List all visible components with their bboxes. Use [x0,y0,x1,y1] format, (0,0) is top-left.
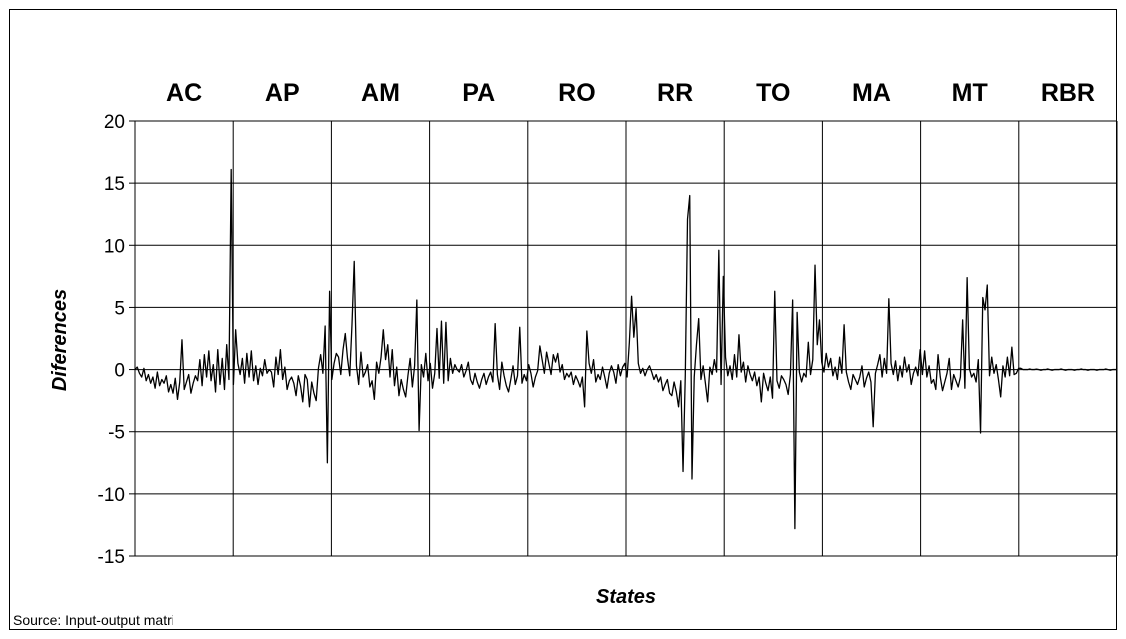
state-label-am: AM [361,79,400,107]
y-tick-label: 20 [104,112,125,133]
y-axis-ticks: 20 15 10 5 0 -5 -10 -15 [98,112,135,568]
state-label-ma: MA [852,79,891,107]
y-axis-title: Diferences [49,289,71,391]
state-label-to: TO [756,79,790,107]
state-label-rbr: RBR [1041,79,1095,107]
state-label-mt: MT [952,79,988,107]
y-tick-label: -10 [98,485,125,506]
series-line-0 [134,168,1117,530]
gridlines [134,120,1118,557]
state-label-rr: RR [657,79,693,107]
y-tick-label: 10 [104,236,125,257]
state-label-ro: RO [558,79,596,107]
state-labels: AC AP AM PA RO RR TO MA MT RBR [166,79,1095,107]
y-tick-label: 15 [104,174,125,195]
y-tick-label: -5 [108,423,125,444]
state-label-pa: PA [462,79,495,107]
series-layer [134,168,1117,530]
state-label-ac: AC [166,79,202,107]
source-note: Source: Input-output matrix [13,612,173,628]
x-axis-title: States [596,586,656,608]
state-label-ap: AP [265,79,300,107]
chart-frame [9,9,1117,630]
y-tick-label: 5 [114,298,125,319]
y-tick-label: 0 [114,361,125,382]
y-tick-label: -15 [98,547,125,568]
